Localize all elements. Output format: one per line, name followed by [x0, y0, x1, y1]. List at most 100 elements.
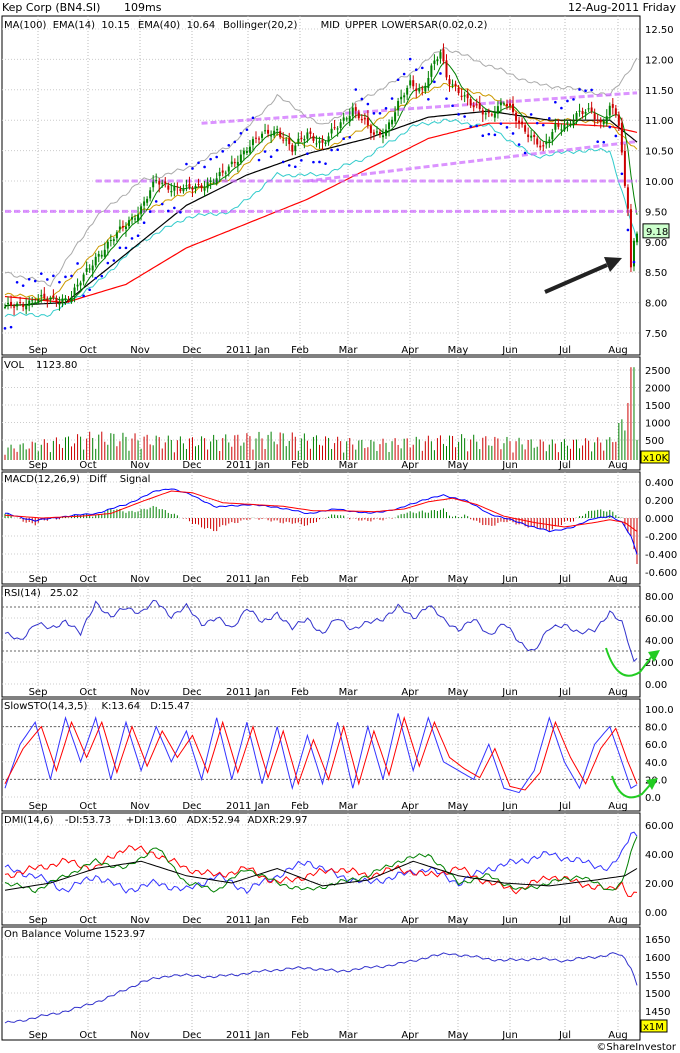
candle-body [134, 218, 137, 220]
candle-body [188, 183, 191, 188]
candle-body [433, 60, 436, 64]
macd-xlabel-10: Jul [558, 574, 571, 585]
stochastic-xlabel-5: Feb [291, 801, 309, 812]
stochastic-legend-2: D:15.47 [150, 701, 190, 712]
candle-body [512, 103, 515, 113]
candle-body [496, 106, 499, 114]
candle-body [152, 181, 155, 188]
sar-dot [493, 133, 497, 137]
stochastic-xlabel-1: Oct [79, 801, 96, 812]
rsi-legend-label: RSI(14) [4, 588, 41, 599]
price-xlabel-1: Oct [79, 345, 96, 356]
candle-body [442, 49, 445, 62]
sar-dot [112, 259, 116, 262]
rsi-xlabel-2: Nov [130, 687, 150, 698]
price-legend-9: SAR(0.02,0.2) [418, 20, 488, 31]
sar-dot [608, 125, 612, 129]
sar-dot [245, 128, 249, 131]
candle-body [321, 139, 324, 143]
candle-body [312, 135, 315, 141]
candle-body [25, 306, 28, 310]
sar-dot [511, 132, 515, 135]
obv-unit-box [640, 1019, 668, 1033]
candle-body [502, 103, 505, 105]
price-xlabel-11: Aug [608, 345, 628, 356]
candle-body [385, 129, 388, 136]
bollinger-mid-line [4, 82, 638, 302]
candle-body [448, 79, 451, 85]
candle-body [55, 298, 58, 303]
volume-xlabel-3: Dec [182, 460, 201, 471]
sar-dot [590, 88, 593, 92]
candle-body [276, 128, 279, 131]
macd-frame [1, 471, 641, 585]
sar-dot [118, 246, 122, 250]
candle-body [400, 96, 403, 100]
sar-dot [58, 280, 61, 284]
price-xlabel-2: Nov [130, 345, 150, 356]
candle-body [258, 138, 261, 140]
price-ytick-0: 12.50 [645, 25, 674, 36]
obv-ytick-1: 1600 [645, 953, 670, 964]
stochastic-legend-0: SlowSTO(14,3,5) [4, 701, 87, 712]
dmi-ytick-2: 20.00 [645, 879, 674, 890]
rsi-xlabel-8: May [448, 687, 469, 698]
volume-xlabel-11: Aug [608, 460, 628, 471]
candle-body [505, 103, 508, 107]
dmi-panel: Sep Oct Nov Dec 2011 Jan Feb Mar Apr May Jun Jul Au… [1, 812, 674, 926]
candle-body [254, 137, 257, 139]
ema14-line [4, 62, 638, 308]
sar-dot [148, 210, 152, 213]
dmi-xlabel-10: Jul [558, 915, 571, 926]
candle-body [469, 99, 472, 106]
sar-dot [15, 280, 19, 284]
candle-body [82, 274, 85, 282]
dmi-xlabel-9: Jun [501, 915, 518, 926]
candle-body [623, 151, 626, 186]
candle-body [508, 103, 511, 106]
candle-body [466, 94, 469, 99]
candle-body [391, 119, 394, 125]
candle-body [457, 87, 460, 94]
candle-body [124, 226, 127, 229]
candle-body [158, 181, 161, 185]
rsi-ytick-0: 80.00 [645, 592, 674, 603]
candle-body [209, 180, 212, 183]
rsi-xlabel-11: Aug [608, 687, 628, 698]
candle-body [121, 226, 124, 228]
macd-signal-line [4, 490, 638, 532]
sar-dot [620, 172, 624, 176]
candle-body [218, 172, 221, 177]
sar-dot [366, 102, 370, 106]
stochastic-ytick-2: 60.0 [645, 740, 667, 751]
candle-body [267, 129, 270, 134]
sar-dot [46, 278, 49, 281]
candle-body [76, 284, 79, 287]
candle-body [451, 84, 454, 86]
price-legend-4: 10.64 [187, 20, 216, 31]
candle-body [49, 297, 52, 300]
macd-legend-1: Diff [89, 474, 107, 485]
candle-body [242, 150, 245, 155]
candle-body [605, 116, 608, 124]
candle-body [636, 233, 638, 243]
candle-body [239, 154, 242, 163]
sar-dot [402, 72, 406, 76]
sar-dot [9, 325, 13, 329]
sar-dot [124, 246, 128, 250]
candle-body [614, 108, 617, 115]
sar-dot [439, 72, 442, 75]
candle-body [357, 112, 360, 119]
stochastic-ytick-0: 100.0 [645, 705, 674, 716]
obv-ytick-0: 1650 [645, 935, 670, 946]
candle-body [336, 128, 339, 130]
candle-body [354, 107, 357, 111]
sar-dot [475, 124, 479, 128]
stochastic-ytick-3: 40.0 [645, 758, 667, 769]
candle-body [315, 143, 318, 145]
candle-body [34, 302, 37, 304]
sar-dot [421, 66, 424, 70]
annotation-arrow-shaft [544, 263, 608, 294]
sar-dot [578, 88, 581, 91]
candle-body [369, 125, 372, 134]
